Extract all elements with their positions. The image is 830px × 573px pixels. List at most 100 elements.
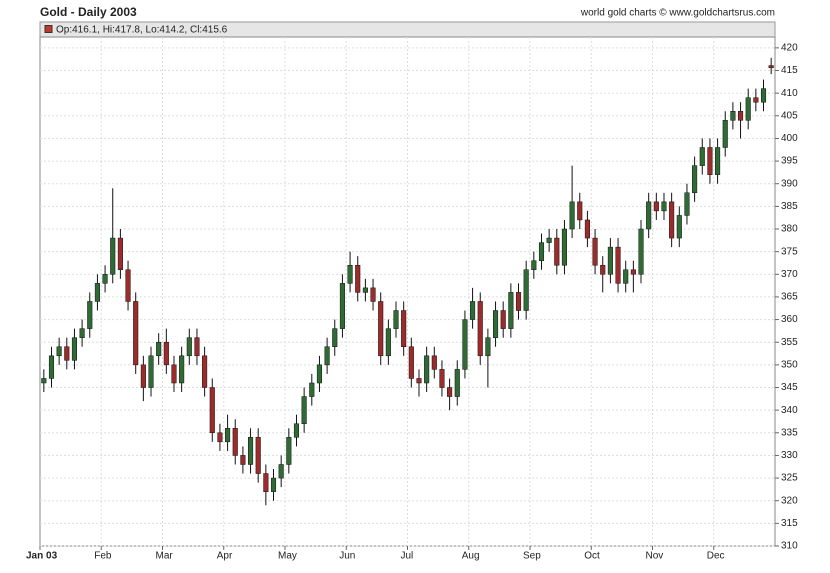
candle-body: [577, 201, 583, 221]
candle-body: [324, 346, 330, 366]
candle-body: [485, 337, 491, 357]
x-tick-label: Jan 03: [26, 551, 58, 562]
candle-body: [738, 111, 744, 121]
candle-body: [393, 310, 399, 329]
candle-body: [431, 355, 437, 370]
candle-body: [546, 237, 552, 243]
y-tick-label: 325: [781, 473, 798, 484]
legend-swatch: [44, 25, 53, 33]
x-tick-label: Nov: [646, 551, 664, 562]
candle-body: [355, 264, 361, 293]
y-tick-label: 355: [781, 337, 798, 348]
candle-body: [41, 378, 47, 384]
candle-body: [179, 355, 185, 384]
candle-body: [102, 274, 108, 284]
candle-body: [133, 301, 139, 366]
candle-body: [569, 201, 575, 230]
candle-body: [286, 437, 292, 465]
candle-body: [661, 201, 667, 212]
candle-body: [79, 328, 85, 338]
candle-body: [408, 346, 414, 379]
candle-body: [538, 242, 545, 261]
candle-body: [515, 292, 522, 311]
chart-title: Gold - Daily 2003: [40, 5, 137, 19]
candle-body: [676, 215, 682, 239]
candle-body: [630, 269, 636, 275]
x-tick-label: Mar: [156, 551, 174, 562]
candle-body: [94, 283, 100, 302]
candle-body: [684, 192, 690, 216]
candle-body: [202, 355, 208, 388]
candle-body: [424, 355, 430, 384]
candle-body: [110, 237, 116, 275]
x-tick-label: Sep: [523, 551, 541, 562]
candle-body: [462, 319, 468, 370]
y-tick-label: 415: [781, 65, 798, 76]
candle-body: [768, 65, 774, 69]
x-tick-label: Oct: [584, 551, 600, 562]
candle-body: [163, 341, 169, 366]
x-tick-label: Apr: [217, 551, 233, 562]
candle-body: [401, 310, 407, 347]
candle-body: [225, 428, 231, 443]
candle-body: [385, 328, 391, 357]
candle-body: [64, 346, 70, 361]
candle-body: [125, 269, 131, 302]
y-tick-label: 335: [781, 427, 798, 438]
candle-body: [447, 387, 453, 397]
candle-body: [309, 382, 315, 397]
candle-body: [87, 301, 93, 329]
candle-body: [653, 201, 659, 212]
candle-body: [339, 283, 345, 329]
candle-body: [117, 237, 123, 271]
y-tick-label: 345: [781, 382, 798, 393]
y-tick-label: 375: [781, 246, 798, 257]
candle-body: [753, 97, 759, 103]
candle-body: [140, 364, 146, 388]
candle-body: [699, 147, 705, 166]
candle-body: [347, 264, 353, 284]
candle-body: [607, 246, 613, 275]
candle-body: [646, 201, 652, 230]
candle-body: [584, 219, 590, 239]
candle-body: [301, 396, 307, 424]
candle-body: [669, 201, 675, 239]
candle-body: [745, 97, 751, 121]
x-tick-label: May: [278, 551, 297, 562]
candle-body: [715, 147, 721, 175]
y-tick-label: 390: [781, 178, 798, 189]
candle-body: [194, 337, 200, 357]
candle-body: [156, 341, 162, 357]
y-tick-label: 370: [781, 269, 798, 280]
candle-body: [209, 387, 215, 434]
candle-body: [71, 337, 77, 361]
y-tick-label: 320: [781, 495, 798, 506]
candle-body: [692, 165, 698, 194]
candle-body: [362, 287, 368, 293]
candle-body: [454, 369, 460, 397]
candle-body: [332, 328, 338, 347]
candle-body: [470, 301, 476, 320]
candle-body: [554, 237, 560, 266]
y-tick-label: 400: [781, 133, 798, 144]
candle-body: [370, 287, 376, 302]
y-tick-label: 340: [781, 405, 798, 416]
candle-body: [730, 111, 736, 121]
candle-body: [561, 228, 567, 266]
y-tick-label: 420: [781, 43, 798, 54]
y-tick-label: 385: [781, 201, 798, 212]
y-tick-label: 365: [781, 292, 798, 303]
candle-body: [416, 378, 422, 384]
candle-body: [638, 228, 644, 275]
candle-body: [500, 310, 506, 329]
y-tick-label: 410: [781, 88, 798, 99]
x-tick-label: Jun: [339, 551, 355, 562]
candle-body: [508, 292, 514, 329]
y-tick-label: 315: [781, 518, 798, 529]
y-tick-label: 360: [781, 314, 798, 325]
y-tick-label: 405: [781, 110, 798, 121]
candle-body: [248, 437, 254, 465]
